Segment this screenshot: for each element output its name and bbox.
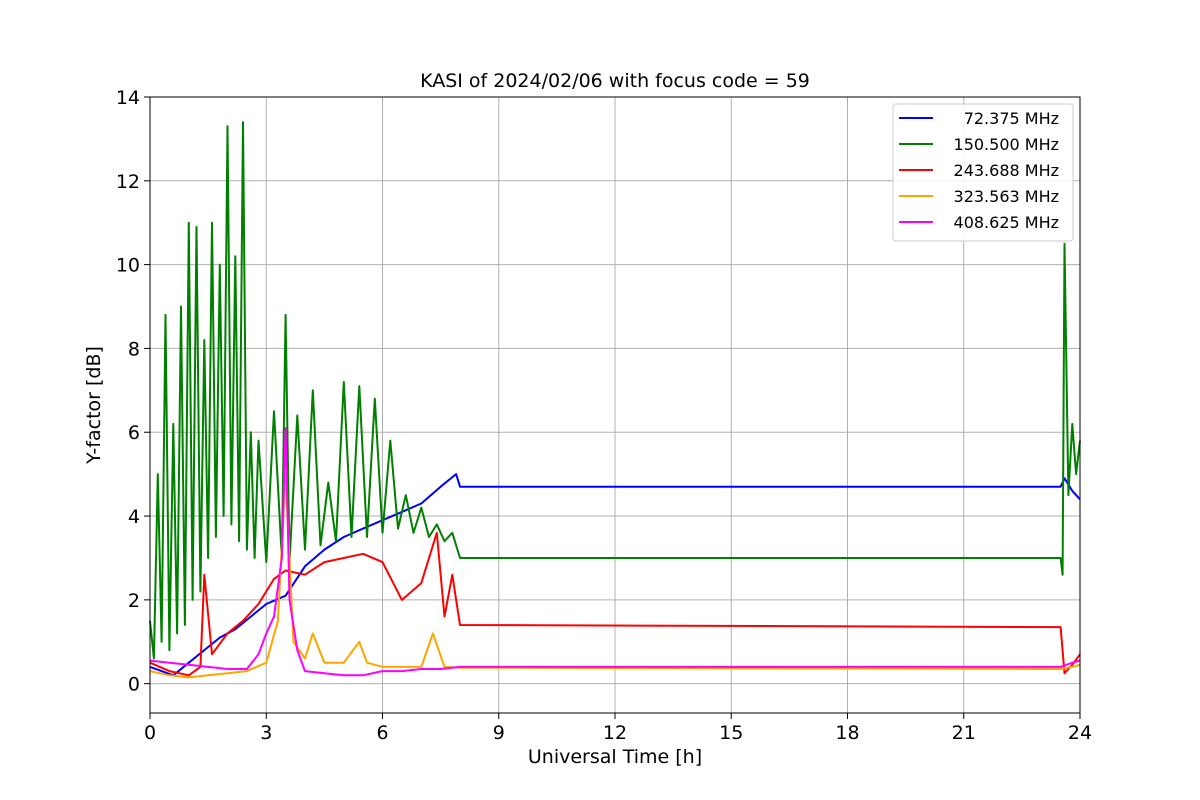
x-tick-label: 21 — [952, 722, 976, 744]
series-line-243-688-MHz — [149, 531, 1081, 677]
y-axis: 0 2 4 6 8 10 12 14 — [116, 87, 150, 696]
x-axis: 0 3 6 9 12 15 18 21 24 — [144, 713, 1092, 744]
x-tick-label: 18 — [835, 722, 859, 744]
x-axis-label: Universal Time [h] — [528, 746, 702, 768]
x-tick-label: 12 — [603, 722, 627, 744]
series-line-408-625-MHz — [149, 427, 1081, 677]
x-tick-label: 24 — [1068, 722, 1092, 744]
legend-label: 323.563 MHz — [954, 187, 1059, 206]
y-tick-label: 6 — [128, 422, 140, 444]
y-tick-label: 0 — [128, 674, 140, 696]
legend-label: 408.625 MHz — [954, 213, 1059, 232]
x-tick-label: 6 — [376, 722, 388, 744]
y-tick-label: 12 — [116, 171, 140, 193]
legend-label: 72.375 MHz — [964, 109, 1059, 128]
y-axis-label: Y-factor [dB] — [83, 346, 105, 465]
chart-title: KASI of 2024/02/06 with focus code = 59 — [420, 70, 810, 92]
x-tick-label: 9 — [493, 722, 505, 744]
y-tick-label: 4 — [128, 506, 140, 528]
legend-label: 243.688 MHz — [954, 161, 1059, 180]
legend-box — [892, 103, 1074, 242]
series-line-323-563-MHz — [149, 473, 1081, 679]
legend-label: 150.500 MHz — [954, 135, 1059, 154]
y-tick-label: 8 — [128, 338, 140, 360]
x-tick-label: 15 — [719, 722, 743, 744]
y-tick-label: 10 — [116, 255, 140, 277]
legend: 72.375 MHz 150.500 MHz 243.688 MHz 323.563 … — [892, 103, 1074, 242]
y-tick-label: 2 — [128, 590, 140, 612]
series-group — [149, 121, 1081, 679]
x-tick-label: 3 — [260, 722, 272, 744]
x-tick-label: 0 — [144, 722, 156, 744]
y-tick-label: 14 — [116, 87, 140, 109]
